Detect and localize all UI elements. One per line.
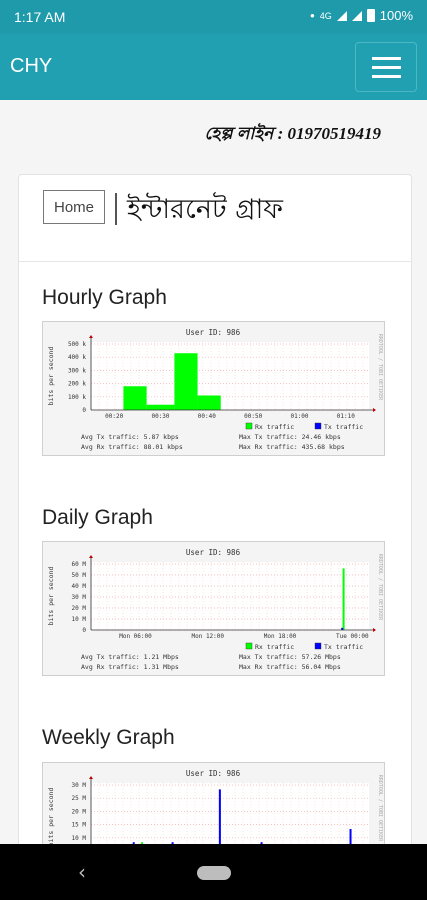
y-tick-label: 30 M — [72, 594, 87, 601]
page-title: ইন্টারনেট গ্রাফ — [127, 194, 284, 225]
x-tick-label: 00:30 — [151, 413, 169, 420]
y-axis-label: bits per second — [47, 567, 55, 626]
rx-traffic-bar — [174, 353, 198, 410]
x-tick-label: Mon 12:00 — [192, 633, 225, 640]
x-tick-label: 00:40 — [198, 413, 216, 420]
y-axis-label: bits per second — [47, 788, 55, 847]
wifi-signal-icon — [351, 10, 362, 21]
tx-legend-swatch — [314, 422, 322, 430]
system-nav-bar: ‹ — [0, 844, 427, 900]
x-tick-label: 01:00 — [290, 413, 308, 420]
helpline-text: হেল্প লাইন : 01970519419 — [204, 124, 381, 143]
card-header: Home ইন্টারনেট গ্রাফ — [19, 175, 411, 262]
title-separator — [115, 193, 117, 225]
daily-graph: User ID: 986 bits per second RRDTOOL / TOB… — [42, 541, 385, 676]
y-axis-arrow-icon — [89, 335, 93, 338]
tx-traffic-spike — [341, 627, 344, 630]
y-tick-label: 0 — [82, 627, 86, 634]
rx-traffic-bar — [197, 395, 221, 410]
y-axis-arrow-icon — [89, 555, 93, 558]
tx-legend-label: Tx traffic — [324, 423, 363, 431]
y-tick-label: 100 k — [68, 394, 86, 401]
graph-card: Home ইন্টারনেট গ্রাফ — [18, 174, 412, 876]
x-axis-arrow-icon — [373, 628, 376, 632]
rrdtool-credit: RRDTOOL / TOBI OETIKER — [377, 554, 383, 621]
plot-area — [91, 562, 369, 630]
y-tick-label: 300 k — [68, 367, 86, 374]
avg-tx-stat: Avg Tx traffic: 5.87 kbps — [81, 433, 179, 441]
avg-tx-stat: Avg Tx traffic: 1.21 Mbps — [81, 653, 179, 661]
rx-legend-swatch — [245, 642, 253, 650]
hourly-graph-title: Hourly Graph — [42, 286, 167, 309]
y-tick-label: 60 M — [72, 561, 87, 568]
x-tick-label: Tue 00:00 — [336, 633, 369, 640]
y-tick-label: 500 k — [68, 341, 86, 348]
y-tick-label: 20 M — [72, 808, 87, 815]
x-axis-arrow-icon — [373, 408, 376, 412]
rx-legend-label: Rx traffic — [255, 423, 294, 431]
y-tick-label: 15 M — [72, 822, 87, 829]
graph-user-id: User ID: 986 — [186, 328, 241, 337]
tx-legend-swatch — [314, 642, 322, 650]
rx-traffic-bar — [123, 386, 147, 410]
status-icons: • 4G 100% — [310, 8, 413, 23]
home-pill-icon[interactable] — [197, 866, 231, 880]
avg-rx-stat: Avg Rx traffic: 88.01 kbps — [81, 443, 183, 451]
x-tick-label: 01:10 — [337, 413, 355, 420]
battery-icon — [366, 9, 375, 22]
battery-level: 100% — [379, 8, 413, 23]
app-bar: CHY — [0, 34, 427, 100]
y-tick-label: 30 M — [72, 782, 87, 789]
tx-legend-label: Tx traffic — [324, 643, 363, 651]
max-tx-stat: Max Tx traffic: 24.46 kbps — [239, 433, 341, 441]
x-tick-label: 00:20 — [105, 413, 123, 420]
y-tick-label: 0 — [82, 407, 86, 414]
back-chevron-icon[interactable]: ‹ — [78, 860, 86, 884]
graph-user-id: User ID: 986 — [186, 769, 241, 778]
weekly-graph-title: Weekly Graph — [42, 726, 175, 749]
brand-logo[interactable]: CHY — [10, 55, 53, 77]
y-tick-label: 400 k — [68, 354, 86, 361]
y-tick-label: 25 M — [72, 795, 87, 802]
rrdtool-credit: RRDTOOL / TOBI OETIKER — [377, 775, 383, 842]
home-button[interactable]: Home — [43, 190, 105, 224]
menu-toggle-button[interactable] — [355, 42, 417, 92]
status-time: 1:17 AM — [14, 9, 66, 25]
rrdtool-credit: RRDTOOL / TOBI OETIKER — [377, 334, 383, 401]
x-tick-label: Mon 06:00 — [119, 633, 152, 640]
tx-traffic-spike — [349, 829, 352, 851]
rx-traffic-bar — [146, 404, 175, 410]
daily-graph-title: Daily Graph — [42, 506, 153, 529]
y-axis-label: bits per second — [47, 347, 55, 406]
x-tick-label: Mon 18:00 — [264, 633, 297, 640]
signal-icon — [336, 10, 347, 21]
y-tick-label: 20 M — [72, 605, 87, 612]
plot-area — [91, 783, 369, 851]
rx-legend-label: Rx traffic — [255, 643, 294, 651]
y-tick-label: 40 M — [72, 583, 87, 590]
hourly-graph: User ID: 986 bits per second RRDTOOL / TOB… — [42, 321, 385, 456]
notification-dot-icon: • — [310, 8, 315, 23]
y-tick-label: 10 M — [72, 835, 87, 842]
y-tick-label: 200 k — [68, 381, 86, 388]
max-rx-stat: Max Rx traffic: 56.04 Mbps — [239, 663, 341, 671]
max-tx-stat: Max Tx traffic: 57.26 Mbps — [239, 653, 341, 661]
avg-rx-stat: Avg Rx traffic: 1.31 Mbps — [81, 663, 179, 671]
tx-traffic-spike — [218, 789, 221, 851]
max-rx-stat: Max Rx traffic: 435.68 kbps — [239, 443, 345, 451]
graph-user-id: User ID: 986 — [186, 548, 241, 557]
network-type: 4G — [319, 10, 332, 21]
rx-legend-swatch — [245, 422, 253, 430]
status-bar: 1:17 AM • 4G 100% — [0, 0, 427, 34]
x-tick-label: 00:50 — [244, 413, 262, 420]
y-tick-label: 50 M — [72, 572, 87, 579]
y-tick-label: 10 M — [72, 616, 87, 623]
y-axis-arrow-icon — [89, 776, 93, 779]
rx-traffic-spike — [342, 568, 345, 630]
